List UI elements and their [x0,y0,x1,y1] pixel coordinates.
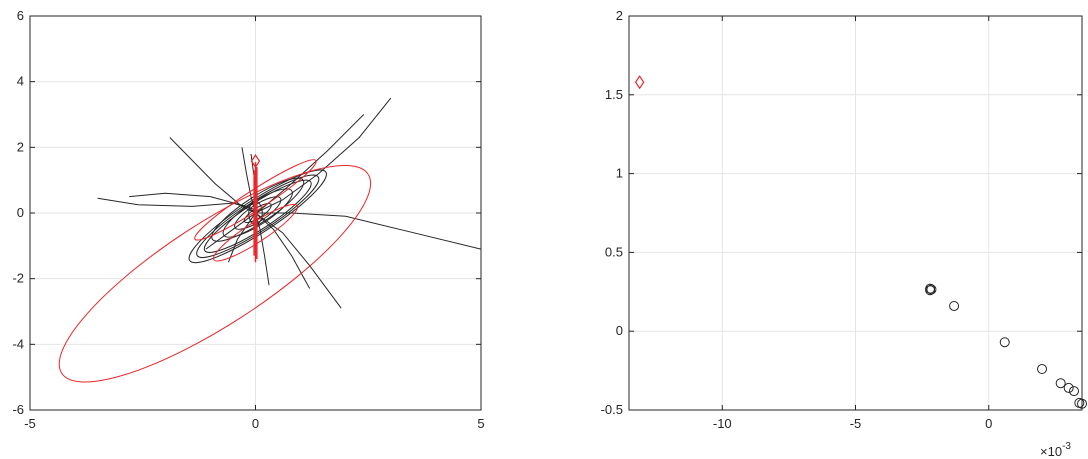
trajectory-ellipse [234,196,282,230]
red-ellipse [194,159,317,241]
left-chart: -5 0 5 -6 -4 -2 0 2 4 6 [12,8,484,431]
y-tick-label: 1 [616,166,623,181]
plot-area [58,97,481,383]
red-diamond-marker [634,75,645,90]
data-point [925,285,936,296]
right-chart: -10 -5 0 -0.5 0 0.5 1 1.5 2 ×10-3 [601,8,1087,459]
trajectory-line [255,114,365,214]
x-tick-label: 0 [985,416,992,431]
red-ellipse [58,164,372,383]
y-tick-label: -4 [12,336,24,351]
y-tick-label: 6 [17,8,24,23]
y-tick-label: -2 [12,271,24,286]
exponent-power: -3 [1062,441,1071,452]
data-point [1037,364,1048,375]
y-tick-label: 2 [616,8,623,23]
trajectory-line [255,212,342,309]
trajectory-line [129,192,256,214]
x-exponent-label: ×10-3 [1040,441,1071,459]
trajectory-line [255,212,270,286]
data-point [1063,382,1074,393]
red-ellipse [213,203,298,262]
y-tick-label: 2 [17,139,24,154]
x-tick-label: 5 [477,416,484,431]
y-tick-label: -0.5 [601,402,623,417]
data-point [1069,386,1080,397]
trajectory-ellipse [188,169,327,264]
y-tick-label: 1.5 [605,87,623,102]
y-tick-label: 0 [616,323,623,338]
red-diamond-marker [250,154,261,169]
trajectory-line [169,137,256,214]
trajectory-ellipse [211,177,305,242]
data-point [1077,398,1087,409]
trajectory-line [255,212,481,250]
data-point [1055,378,1066,389]
exponent-base: ×10 [1040,444,1062,459]
x-tick-label: -5 [850,416,862,431]
x-tick-label: -10 [713,416,732,431]
x-tick-label: 0 [252,416,259,431]
x-tick-label: -5 [24,416,36,431]
y-tick-label: 4 [17,74,24,89]
y-tick-label: 0 [17,205,24,220]
y-tick-label: -6 [12,402,24,417]
y-tick-label: 0.5 [605,244,623,259]
data-point [999,337,1010,348]
trajectory-line [241,147,256,214]
trajectory-line [227,212,256,263]
trajectory-ellipse [196,174,320,258]
trajectory-line [255,97,392,214]
data-point [949,300,960,311]
grid-lines [629,15,1082,411]
data-point [926,284,937,295]
